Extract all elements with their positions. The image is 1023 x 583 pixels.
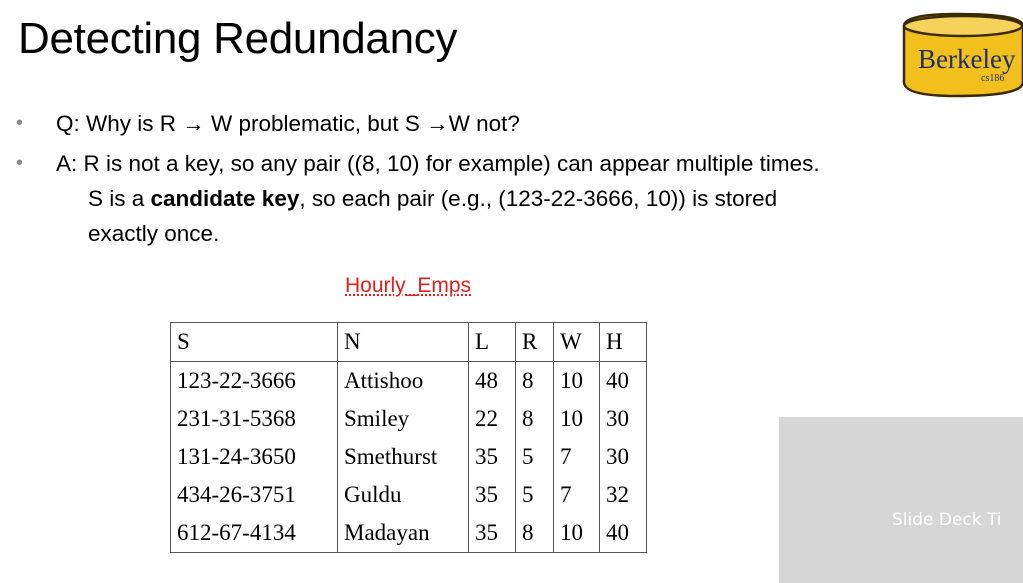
table-cell: 48 (468, 361, 516, 400)
table-row: 434-26-3751 Guldu 35 5 7 32 (170, 476, 647, 514)
table-caption: Hourly_Emps (345, 274, 472, 297)
bullet-question-text: Q: Why is R → W problematic, but S →W no… (56, 111, 520, 136)
table-row: 612-67-4134 Madayan 35 8 10 40 (170, 514, 647, 553)
table-cell: 8 (515, 514, 554, 553)
table-cell: Guldu (337, 476, 469, 514)
table-cell: 123-22-3666 (170, 361, 338, 400)
table-cell: 22 (468, 400, 516, 438)
bullet-question: • Q: Why is R → W problematic, but S →W … (16, 106, 1016, 141)
bullet-dot-icon: • (16, 112, 24, 134)
table-cell: 10 (553, 514, 600, 553)
table-cell: 8 (515, 361, 554, 400)
table-cell: 35 (468, 514, 516, 553)
table-cell: 32 (599, 476, 647, 514)
answer-bold-term: candidate key (150, 186, 300, 211)
answer-text-pre: S is a (88, 186, 151, 211)
column-header: W (553, 322, 600, 362)
table-header-row: S N L R W H (170, 322, 647, 362)
slide-placeholder-label: Slide Deck Ti (892, 510, 1002, 530)
column-header: L (468, 322, 516, 362)
slide-placeholder-box (779, 417, 1023, 583)
column-header: N (337, 322, 469, 362)
bullet-answer: • A: R is not a key, so any pair ((8, 10… (16, 146, 1016, 251)
table-cell: 7 (553, 476, 600, 514)
table-cell: 30 (599, 438, 647, 476)
bullet-answer-line3: exactly once. (88, 221, 220, 246)
table-cell: 30 (599, 400, 647, 438)
table-cell: 131-24-3650 (170, 438, 338, 476)
bullet-answer-line2: S is a candidate key, so each pair (e.g.… (56, 181, 1016, 216)
table-cell: 35 (468, 438, 516, 476)
column-header: H (599, 322, 647, 362)
table-cell: 434-26-3751 (170, 476, 338, 514)
table-cell: 10 (553, 400, 600, 438)
berkeley-logo (896, 12, 1023, 98)
table-cell: Attishoo (337, 361, 469, 400)
table-cell: Smethurst (337, 438, 469, 476)
bullet-dot-icon: • (16, 152, 24, 174)
table-cell: 35 (468, 476, 516, 514)
table-cell: 8 (515, 400, 554, 438)
table-cell: 10 (553, 361, 600, 400)
column-header: R (515, 322, 554, 362)
table-cell: 231-31-5368 (170, 400, 338, 438)
bullet-answer-line1: A: R is not a key, so any pair ((8, 10) … (56, 151, 820, 176)
table-row: 231-31-5368 Smiley 22 8 10 30 (170, 400, 647, 438)
table-cell: 40 (599, 514, 647, 553)
column-header: S (170, 322, 338, 362)
logo-text: Berkeley (918, 44, 1016, 74)
slide-title: Detecting Redundancy (18, 14, 458, 63)
table-row: 123-22-3666 Attishoo 48 8 10 40 (170, 361, 647, 400)
answer-text-post: , so each pair (e.g., (123-22-3666, 10))… (299, 186, 778, 211)
hourly-emps-table: S N L R W H 123-22-3666 Attishoo 48 8 10… (170, 322, 647, 553)
table-cell: 5 (515, 438, 554, 476)
table-row: 131-24-3650 Smethurst 35 5 7 30 (170, 438, 647, 476)
logo-subtext: cs186 (981, 73, 1005, 84)
table-cell: 612-67-4134 (170, 514, 338, 553)
table-cell: 40 (599, 361, 647, 400)
table-cell: Madayan (337, 514, 469, 553)
table-cell: 5 (515, 476, 554, 514)
table-cell: Smiley (337, 400, 469, 438)
table-cell: 7 (553, 438, 600, 476)
